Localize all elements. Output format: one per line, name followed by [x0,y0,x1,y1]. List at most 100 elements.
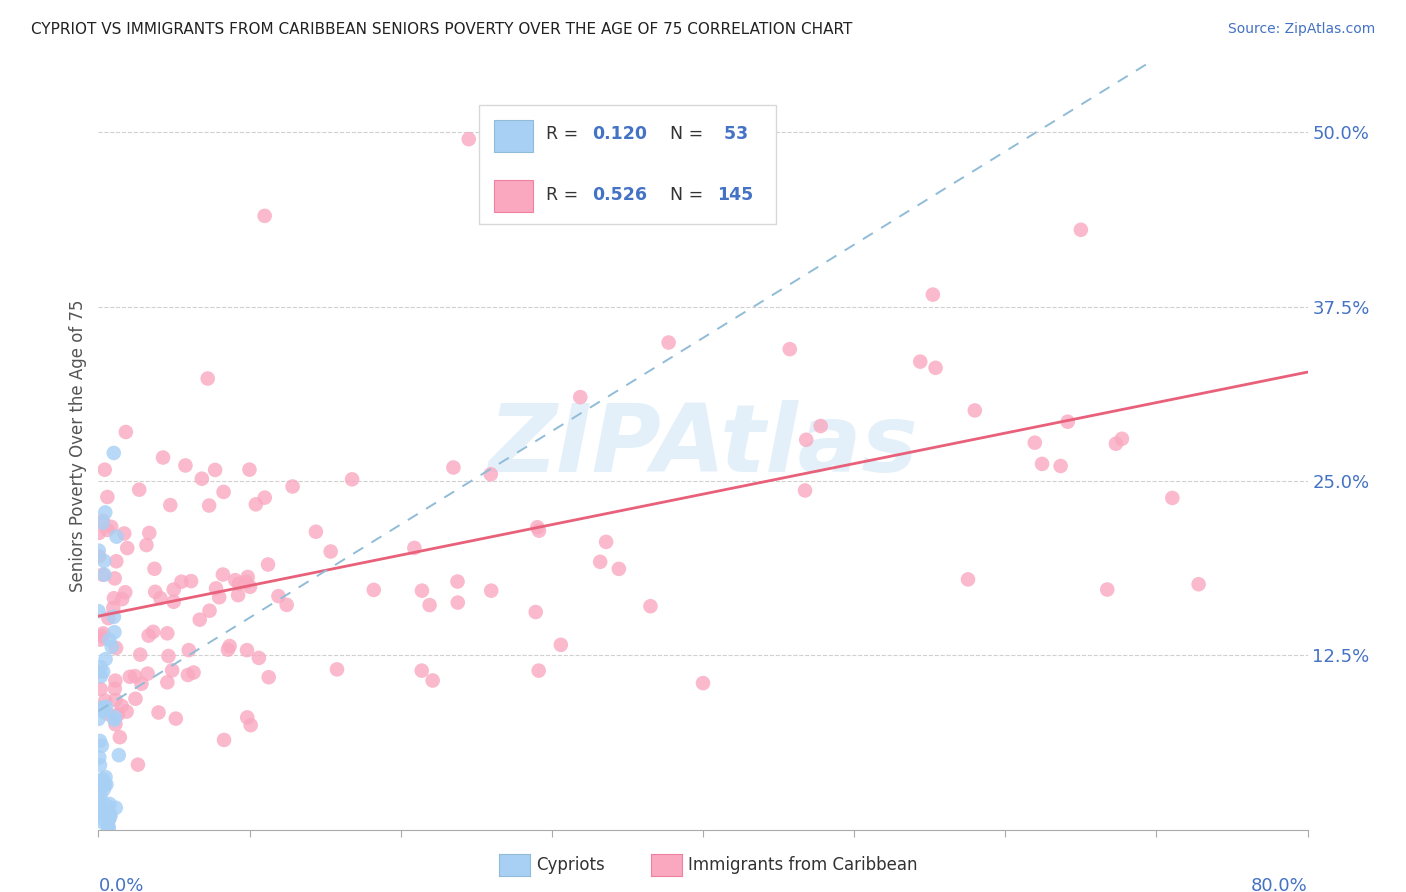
Point [794,483,817,498]
Point [191,472,214,486]
Point [198,499,221,513]
Point [87,604,110,618]
Point [411,583,433,598]
Point [87,525,110,540]
Point [411,664,433,678]
Point [87,543,110,558]
Point [218,639,240,653]
Point [124,691,146,706]
Point [198,604,221,618]
Point [105,640,128,655]
Point [810,419,832,434]
Point [235,574,257,589]
Point [94,699,117,714]
Point [87,712,110,726]
Point [93,705,115,719]
Text: 80.0%: 80.0% [1251,877,1308,892]
Point [404,541,426,555]
Point [163,595,186,609]
Point [1024,435,1046,450]
Point [921,287,943,301]
Point [422,673,444,688]
Point [129,648,152,662]
Point [136,666,159,681]
Point [142,624,165,639]
Point [1105,436,1128,450]
Point [138,525,160,540]
Point [87,549,110,564]
Point [607,562,630,576]
Point [526,520,548,534]
Point [87,776,110,790]
Point [87,802,110,816]
Point [239,718,262,732]
Point [228,576,250,591]
Point [159,498,181,512]
Point [93,463,115,477]
Point [148,706,170,720]
Point [98,632,121,647]
Point [91,626,114,640]
Point [236,570,259,584]
Point [91,514,114,528]
Text: Cypriots: Cypriots [536,856,605,874]
Point [569,390,592,404]
Point [527,524,550,538]
Point [104,693,127,707]
Point [910,354,932,368]
Point [98,807,121,822]
Point [100,520,122,534]
Point [111,698,134,713]
Text: R =: R = [546,125,583,143]
Point [143,584,166,599]
Point [107,748,129,763]
Point [89,758,111,772]
Point [924,360,946,375]
Point [94,694,117,708]
Point [1031,457,1053,471]
Point [91,665,114,679]
Point [124,669,146,683]
Point [479,583,502,598]
Point [224,573,246,587]
Point [1111,432,1133,446]
Point [100,809,122,823]
Point [90,800,112,814]
Point [98,812,121,826]
Point [326,662,349,676]
Point [156,675,179,690]
Point [1056,415,1078,429]
Point [90,682,112,697]
Point [93,701,115,715]
Point [305,524,328,539]
Point [174,458,197,473]
Point [692,676,714,690]
Text: CYPRIOT VS IMMIGRANTS FROM CARIBBEAN SENIORS POVERTY OVER THE AGE OF 75 CORRELAT: CYPRIOT VS IMMIGRANTS FROM CARIBBEAN SEN… [31,22,852,37]
Point [97,611,120,625]
Point [89,773,111,788]
Text: Immigrants from Caribbean: Immigrants from Caribbean [688,856,917,874]
Point [165,712,187,726]
Text: R =: R = [546,186,583,204]
Point [118,670,141,684]
Point [188,613,211,627]
Point [177,643,200,657]
Point [96,798,118,813]
Point [239,580,262,594]
Point [205,582,228,596]
Text: 145: 145 [717,186,754,204]
Point [446,574,468,589]
Point [1070,223,1092,237]
Point [90,789,112,803]
Y-axis label: Seniors Poverty Over the Age of 75: Seniors Poverty Over the Age of 75 [69,300,87,592]
Point [479,467,502,482]
Point [94,814,117,828]
Point [238,462,260,476]
Point [550,638,572,652]
Point [441,460,464,475]
Text: ZIPAtlas: ZIPAtlas [488,400,918,492]
Point [419,598,441,612]
Point [91,772,114,786]
Point [236,710,259,724]
Point [103,591,125,606]
